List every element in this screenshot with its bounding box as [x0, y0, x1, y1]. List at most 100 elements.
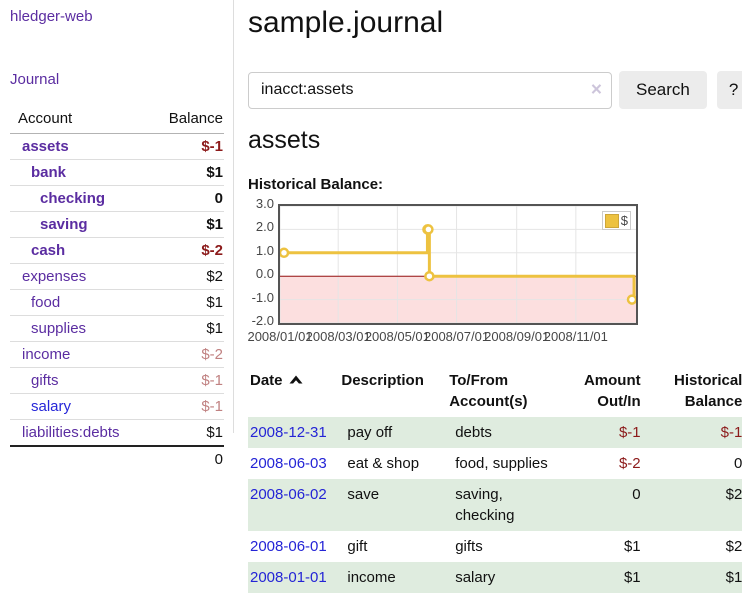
sidebar-account-link[interactable]: checking: [40, 190, 106, 207]
sidebar-account-balance: $-2: [152, 237, 224, 264]
x-tick-label: 2008/11/01: [543, 329, 608, 344]
sidebar-account-balance: $1: [152, 419, 224, 446]
help-button[interactable]: ?: [716, 71, 742, 109]
transaction-balance: 0: [734, 455, 742, 472]
sidebar-account-link[interactable]: liabilities:debts: [22, 424, 120, 441]
transaction-date-link[interactable]: 2008-12-31: [250, 424, 327, 441]
search-box: ×: [248, 71, 612, 109]
legend-label: $: [620, 213, 628, 228]
accounts-total-row: 0: [10, 445, 224, 472]
legend-swatch-icon: [604, 213, 619, 228]
sidebar-account-balance: $1: [152, 315, 224, 342]
clear-search-icon[interactable]: ×: [590, 79, 602, 101]
account-row: checking 0: [10, 185, 224, 212]
sidebar-account-balance: $1: [152, 289, 224, 316]
transaction-accounts: gifts: [455, 538, 483, 555]
sidebar-account-link[interactable]: expenses: [22, 268, 87, 285]
chart-canvas: [280, 206, 636, 323]
y-tick-label: 1.0: [255, 242, 274, 258]
transaction-amount: $1: [623, 538, 641, 555]
transaction-amount: $-2: [618, 455, 641, 472]
y-tick-label: 0.0: [255, 266, 274, 282]
transaction-accounts: debts: [455, 424, 492, 441]
transaction-amount: $-1: [618, 424, 641, 441]
search-row: × Search ?: [248, 71, 742, 109]
account-row: bank $1: [10, 159, 224, 186]
transaction-description: income: [347, 569, 396, 586]
account-row: saving $1: [10, 211, 224, 238]
transaction-amount: 0: [632, 486, 641, 503]
sidebar-item-journal[interactable]: Journal: [10, 71, 60, 88]
account-row: liabilities:debts $1: [10, 419, 224, 446]
chart-legend: $: [601, 211, 631, 230]
x-tick-label: 2008/05/01: [364, 329, 430, 344]
sidebar-account-link[interactable]: income: [22, 346, 71, 363]
transaction-row: 2008-06-02 save saving, checking 0 $2: [248, 479, 742, 531]
sidebar-account-link[interactable]: supplies: [31, 320, 87, 337]
transaction-balance: $1: [725, 569, 742, 586]
account-row: salary $-1: [10, 393, 224, 420]
register-header-historical: Historical Balance: [673, 372, 742, 410]
x-tick-label: 2008/07/01: [423, 329, 490, 344]
chart-plot-area: $: [278, 204, 638, 325]
x-tick-label: 2008/03/01: [305, 329, 371, 344]
search-button[interactable]: Search: [619, 71, 707, 109]
accounts-header-balance: Balance: [152, 108, 224, 134]
account-row: gifts $-1: [10, 367, 224, 394]
transaction-description: gift: [347, 538, 368, 555]
account-row: supplies $1: [10, 315, 224, 342]
y-tick-label: 3.0: [255, 196, 274, 211]
register-table: Date Description To/From Account(s) Amount Ou…: [248, 367, 742, 593]
sidebar-account-link[interactable]: salary: [31, 398, 72, 415]
sidebar-account-balance: $1: [152, 159, 224, 186]
transaction-amount: $1: [623, 569, 641, 586]
transaction-accounts: saving, checking: [455, 486, 515, 524]
app-title-link[interactable]: hledger-web: [10, 8, 93, 25]
transaction-row: 2008-06-01 gift gifts $1 $2: [248, 531, 742, 562]
chart-title: Historical Balance:: [248, 176, 384, 193]
search-input[interactable]: [248, 71, 612, 109]
x-tick-label: 2008/09/01: [484, 329, 550, 344]
account-row: income $-2: [10, 341, 224, 368]
sidebar-account-balance: $-1: [152, 367, 224, 394]
transaction-balance: $2: [725, 538, 742, 555]
account-row: assets $-1: [10, 134, 224, 160]
register-header-row: Date Description To/From Account(s) Amount Ou…: [248, 367, 742, 417]
register-header-date[interactable]: Date: [248, 367, 339, 417]
x-tick-label: 2008/01/01: [247, 329, 313, 344]
balance-chart: 3.0 2.0 1.0 0.0 -1.0 -2.0 $ 2008/01/01 2008/03…: [247, 196, 678, 352]
transaction-date-link[interactable]: 2008-01-01: [250, 569, 327, 586]
sidebar-account-link[interactable]: saving: [40, 216, 88, 233]
account-row: cash $-2: [10, 237, 224, 264]
sort-ascending-icon: [289, 375, 303, 384]
accounts-header-row: Account Balance: [10, 108, 224, 134]
main-content: sample.journal × Search ? assets Histori…: [234, 0, 742, 593]
transaction-date-link[interactable]: 2008-06-02: [250, 486, 327, 503]
sidebar-account-link[interactable]: food: [31, 294, 61, 311]
transaction-date-link[interactable]: 2008-06-01: [250, 538, 327, 555]
sidebar-account-balance: $2: [152, 263, 224, 290]
accounts-header-account: Account: [10, 108, 153, 134]
sidebar-account-balance: $-1: [201, 138, 223, 155]
sidebar-account-balance: 0: [152, 185, 224, 212]
y-tick-label: 2.0: [255, 219, 274, 235]
account-page-title: assets: [248, 126, 321, 154]
transaction-row: 2008-12-31 pay off debts $-1 $-1: [248, 417, 742, 448]
sidebar-account-link[interactable]: cash: [31, 242, 66, 259]
sidebar-account-balance: $1: [152, 211, 224, 238]
accounts-table: Account Balance assets $-1 bank $1 checking 0…: [10, 108, 224, 472]
account-row: expenses $2: [10, 263, 224, 290]
journal-title: sample.journal: [248, 6, 444, 39]
transaction-accounts: food, supplies: [455, 455, 548, 472]
transaction-balance: $-1: [720, 424, 742, 441]
transaction-row: 2008-01-01 income salary $1 $1: [248, 562, 742, 593]
transaction-description: eat & shop: [347, 455, 420, 472]
transaction-description: pay off: [347, 424, 393, 441]
sidebar-account-link[interactable]: bank: [31, 164, 67, 181]
y-tick-label: -1.0: [251, 289, 274, 305]
sidebar-account-balance: $-1: [152, 393, 224, 420]
transaction-date-link[interactable]: 2008-06-03: [250, 455, 327, 472]
sidebar-account-link[interactable]: gifts: [31, 372, 59, 389]
sidebar-account-link[interactable]: assets: [22, 138, 69, 155]
